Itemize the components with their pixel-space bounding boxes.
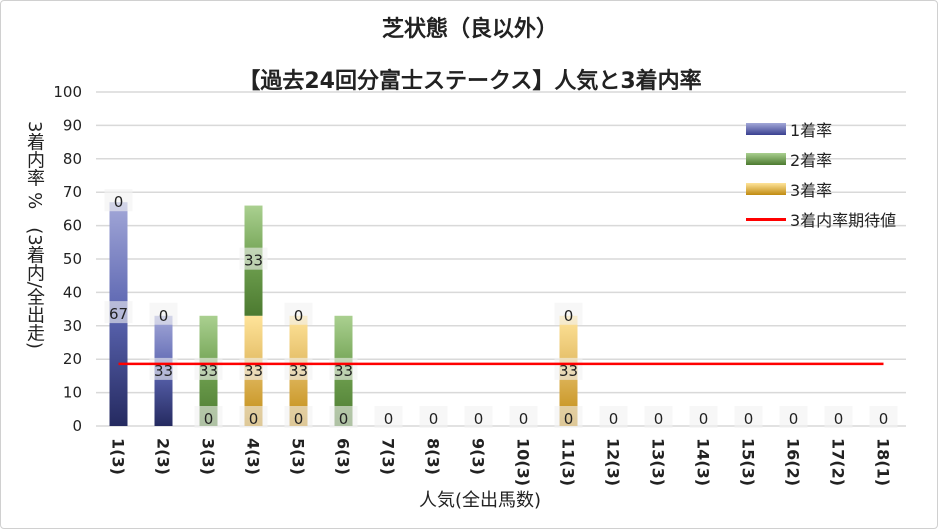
y-tick-label: 0 bbox=[72, 417, 82, 435]
x-tick-label: 10(3) bbox=[514, 438, 533, 486]
legend: 1着率 2着率 3着率 3着内率期待値 bbox=[746, 114, 896, 234]
data-label: 0 bbox=[384, 410, 394, 428]
data-label: 0 bbox=[429, 410, 439, 428]
data-label-bg bbox=[239, 247, 268, 270]
y-tick-label: 70 bbox=[63, 183, 82, 201]
x-tick-label: 7(3) bbox=[379, 438, 398, 475]
x-tick-label: 12(3) bbox=[604, 438, 623, 486]
data-label: 0 bbox=[699, 410, 709, 428]
x-tick-label: 18(1) bbox=[874, 438, 893, 486]
data-label-bg bbox=[554, 302, 583, 325]
data-label: 0 bbox=[339, 410, 349, 428]
data-label-bg bbox=[734, 406, 763, 428]
data-label-bg bbox=[824, 406, 853, 428]
legend-item: 3着率 bbox=[746, 174, 896, 204]
y-tick-label: 40 bbox=[63, 283, 82, 301]
y-axis-label: 3着内率 % (3着内/全出走) bbox=[24, 121, 45, 349]
x-tick-label: 14(3) bbox=[694, 438, 713, 486]
data-label: 0 bbox=[879, 410, 889, 428]
data-label-bg bbox=[194, 406, 223, 428]
y-tick-label: 80 bbox=[63, 150, 82, 168]
data-label: 0 bbox=[114, 193, 124, 211]
data-label: 0 bbox=[249, 410, 259, 428]
data-label-bg bbox=[644, 406, 673, 428]
data-label: 0 bbox=[294, 307, 304, 325]
data-label: 0 bbox=[564, 307, 574, 325]
y-tick-label: 30 bbox=[63, 317, 82, 335]
data-label-bg bbox=[284, 406, 313, 428]
legend-label: 3着内率期待値 bbox=[790, 211, 897, 230]
data-label: 33 bbox=[559, 362, 578, 380]
data-label: 0 bbox=[789, 410, 799, 428]
chart-title: 芝状態（良以外） bbox=[381, 17, 558, 42]
data-label-bg bbox=[869, 406, 898, 428]
x-tick-label: 6(3) bbox=[334, 438, 353, 475]
y-tick-label: 50 bbox=[63, 250, 82, 268]
data-label-bg bbox=[464, 406, 493, 428]
y-tick-label: 90 bbox=[63, 116, 82, 134]
data-label: 0 bbox=[159, 307, 169, 325]
data-label: 33 bbox=[289, 362, 308, 380]
y-tick-label: 60 bbox=[63, 217, 82, 235]
legend-item: 1着率 bbox=[746, 114, 896, 144]
x-tick-label: 5(3) bbox=[289, 438, 308, 475]
data-label-bg bbox=[779, 406, 808, 428]
data-label: 0 bbox=[474, 410, 484, 428]
data-label: 33 bbox=[199, 362, 218, 380]
data-label-bg bbox=[104, 301, 133, 324]
x-tick-label: 3(3) bbox=[199, 438, 218, 475]
y-tick-label: 10 bbox=[63, 384, 82, 402]
legend-label: 2着率 bbox=[790, 151, 833, 170]
x-tick-label: 17(2) bbox=[829, 438, 848, 486]
data-label: 33 bbox=[334, 362, 353, 380]
x-tick-label: 2(3) bbox=[154, 438, 173, 475]
data-label-bg bbox=[329, 406, 358, 428]
data-label-bg bbox=[104, 189, 133, 212]
data-label-bg bbox=[149, 302, 178, 325]
data-label-bg bbox=[374, 406, 403, 428]
x-tick-label: 1(3) bbox=[109, 438, 128, 475]
data-label: 0 bbox=[204, 410, 214, 428]
y-tick-label: 100 bbox=[53, 83, 82, 101]
x-tick-label: 15(3) bbox=[739, 438, 758, 486]
data-label-bg bbox=[419, 406, 448, 428]
data-label-bg bbox=[509, 406, 538, 428]
x-tick-label: 11(3) bbox=[559, 438, 578, 486]
data-label: 33 bbox=[154, 362, 173, 380]
data-label: 0 bbox=[744, 410, 754, 428]
data-label: 0 bbox=[834, 410, 844, 428]
x-tick-label: 8(3) bbox=[424, 438, 443, 475]
data-label-bg bbox=[284, 302, 313, 325]
x-tick-label: 16(2) bbox=[784, 438, 803, 486]
x-tick-label: 4(3) bbox=[244, 438, 263, 475]
chart-subtitle: 【過去24回分富士ステークス】人気と3着内率 bbox=[238, 69, 702, 94]
data-label: 33 bbox=[244, 362, 263, 380]
x-tick-label: 13(3) bbox=[649, 438, 668, 486]
data-label: 67 bbox=[109, 305, 128, 323]
data-label-bg bbox=[599, 406, 628, 428]
x-tick-label: 9(3) bbox=[469, 438, 488, 475]
data-label-bg bbox=[239, 406, 268, 428]
x-axis-label: 人気(全出馬数) bbox=[418, 490, 542, 511]
data-label: 0 bbox=[519, 410, 529, 428]
legend-label: 3着率 bbox=[790, 181, 833, 200]
y-tick-label: 20 bbox=[63, 350, 82, 368]
legend-item: 3着内率期待値 bbox=[746, 204, 896, 234]
data-label: 0 bbox=[609, 410, 619, 428]
data-label-bg bbox=[689, 406, 718, 428]
data-label: 33 bbox=[244, 252, 263, 270]
data-label: 0 bbox=[564, 410, 574, 428]
legend-label: 1着率 bbox=[790, 121, 833, 140]
data-label: 0 bbox=[294, 410, 304, 428]
data-label: 0 bbox=[654, 410, 664, 428]
legend-item: 2着率 bbox=[746, 144, 896, 174]
data-label-bg bbox=[554, 406, 583, 428]
